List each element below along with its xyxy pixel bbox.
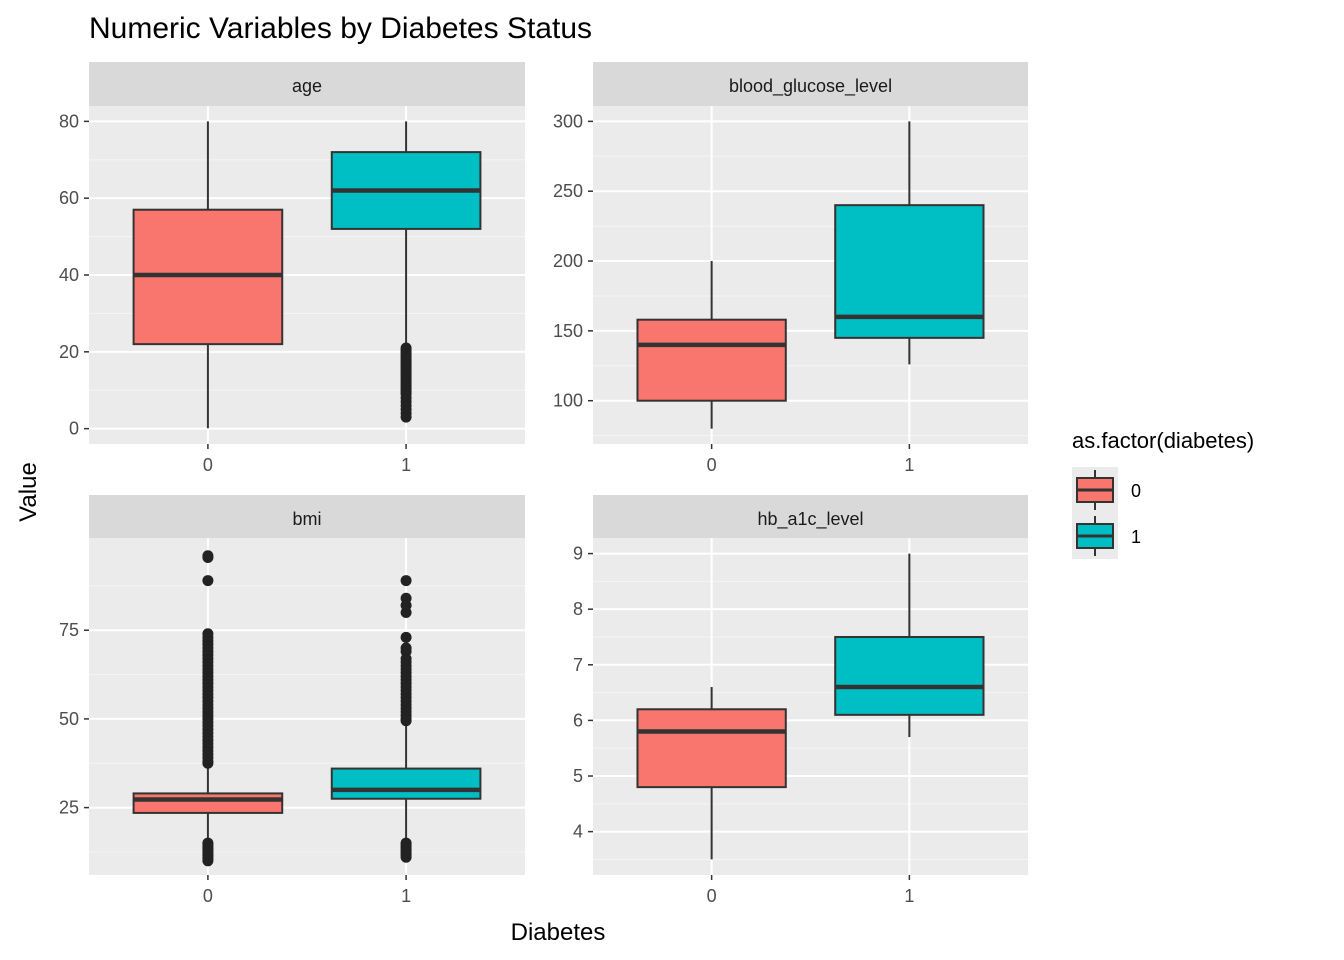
box-group-1 (834, 553, 985, 738)
box-group-0 (636, 687, 787, 860)
box-group-1 (330, 121, 482, 423)
x-tick-label: 1 (401, 455, 411, 475)
y-tick-label: 0 (69, 419, 79, 439)
y-tick-label: 100 (553, 391, 583, 411)
y-tick-label: 75 (59, 620, 79, 640)
legend-key-0: 0 (1072, 467, 1141, 513)
x-tick-label: 0 (707, 455, 717, 475)
legend-key-1: 1 (1072, 513, 1141, 559)
box-group-0 (132, 550, 284, 867)
x-tick-label: 0 (203, 455, 213, 475)
legend-label: 0 (1131, 481, 1141, 501)
outlier-point (400, 592, 412, 604)
strip-background (593, 495, 1028, 538)
legend-label: 1 (1131, 527, 1141, 547)
box-group-1 (834, 121, 985, 365)
strip-label: hb_a1c_level (757, 509, 863, 530)
box-iqr (636, 708, 787, 789)
strip-background (89, 62, 525, 106)
y-tick-label: 9 (573, 544, 583, 564)
y-tick-label: 80 (59, 111, 79, 131)
x-tick-label: 0 (707, 886, 717, 906)
strip-label: bmi (292, 509, 321, 529)
panel-background (89, 538, 525, 875)
box-iqr (132, 792, 284, 814)
y-tick-label: 250 (553, 181, 583, 201)
panel-blood_glucose_level: blood_glucose_level 100 150 200 250 300 0 1 (553, 62, 1028, 475)
y-tick-label: 200 (553, 251, 583, 271)
legend: as.factor(diabetes) 01 (1072, 428, 1254, 559)
x-tick-label: 1 (904, 455, 914, 475)
outlier-point (202, 837, 214, 849)
strip-background (89, 495, 525, 538)
panel-age: age 0 20 40 60 80 0 1 (59, 62, 525, 475)
outlier-point (400, 837, 412, 849)
panel-hb_a1c_level: hb_a1c_level 4 5 6 7 8 9 0 1 (573, 495, 1028, 906)
strip-background (593, 62, 1028, 106)
y-tick-label: 8 (573, 599, 583, 619)
y-tick-label: 5 (573, 766, 583, 786)
chart-title: Numeric Variables by Diabetes Status (89, 12, 592, 45)
outlier-point (400, 575, 412, 587)
x-tick-label: 1 (401, 886, 411, 906)
outlier-point (202, 575, 214, 587)
y-tick-label: 50 (59, 709, 79, 729)
box-iqr (330, 767, 482, 800)
x-tick-label: 1 (904, 886, 914, 906)
box-group-1 (330, 575, 482, 863)
y-tick-label: 300 (553, 111, 583, 131)
x-axis-title: Diabetes (511, 919, 606, 946)
y-tick-label: 7 (573, 655, 583, 675)
panel-bmi: bmi 25 50 75 0 1 (59, 495, 525, 906)
strip-label: age (292, 76, 322, 96)
box-group-0 (636, 261, 787, 429)
outlier-point (400, 411, 412, 423)
outlier-point (202, 550, 214, 562)
y-tick-label: 25 (59, 798, 79, 818)
outlier-point (202, 628, 214, 640)
y-tick-label: 60 (59, 188, 79, 208)
y-tick-label: 150 (553, 321, 583, 341)
y-tick-label: 20 (59, 342, 79, 362)
y-tick-label: 6 (573, 710, 583, 730)
x-tick-label: 0 (203, 886, 213, 906)
y-tick-label: 4 (573, 822, 583, 842)
legend-keys: 01 (1072, 467, 1141, 559)
y-axis-title: Value (15, 462, 42, 522)
outlier-point (400, 642, 412, 654)
y-tick-label: 40 (59, 265, 79, 285)
box-group-0 (132, 121, 284, 429)
outlier-point (400, 631, 412, 643)
legend-title: as.factor(diabetes) (1072, 428, 1254, 453)
box-iqr (834, 635, 985, 716)
strip-label: blood_glucose_level (729, 76, 892, 97)
box-iqr (636, 318, 787, 402)
